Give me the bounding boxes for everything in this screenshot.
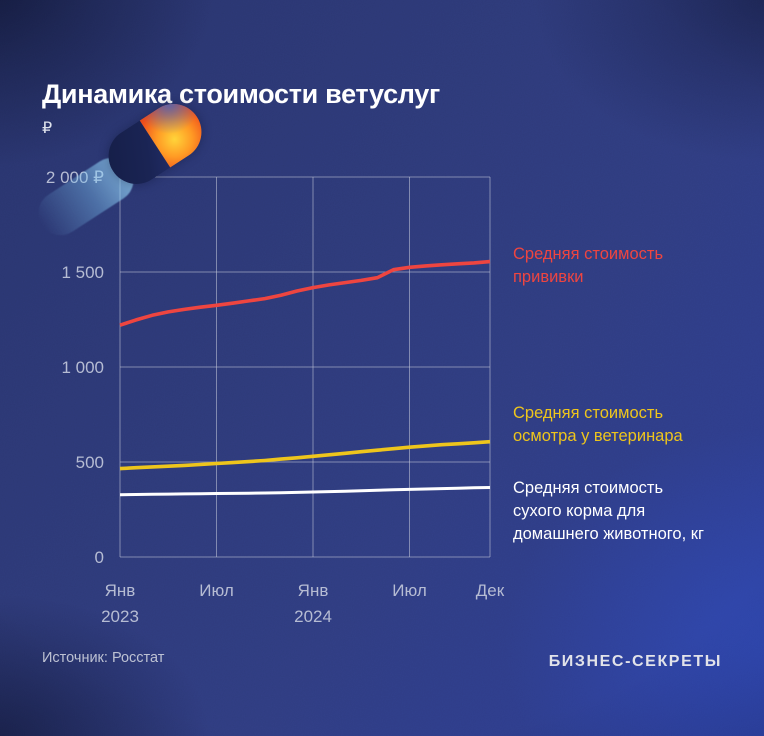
source-note: Источник: Росстат [42, 650, 165, 666]
x-tick-label: Июл [199, 581, 234, 600]
y-tick-label: 1 000 [61, 357, 104, 377]
x-tick-year-label: 2024 [294, 607, 332, 626]
line-chart-svg [119, 176, 491, 558]
brand-logo: БИЗНЕС-СЕКРЕТЫ [548, 653, 722, 670]
y-tick-label: 1 500 [61, 262, 104, 282]
series-label-food: Средняя стоимость сухого корма для домаш… [513, 479, 704, 543]
x-tick-label: Янв [297, 581, 329, 600]
series-label-vaccine: Средняя стоимость прививки [513, 245, 664, 286]
series-label-exam: Средняя стоимость осмотра у ветеринара [513, 404, 683, 445]
y-axis-unit-label: ₽ [42, 120, 53, 137]
y-tick-label: 500 [75, 452, 104, 472]
x-tick-label: Июл [392, 581, 427, 600]
x-tick-label: Дек [475, 581, 505, 600]
line-chart-plot-area [119, 176, 491, 558]
x-tick-year-label: 2023 [101, 607, 139, 626]
y-tick-label: 0 [94, 547, 104, 567]
page-title: Динамика стоимости ветуслуг [42, 79, 440, 110]
x-tick-label: Янв [104, 581, 136, 600]
